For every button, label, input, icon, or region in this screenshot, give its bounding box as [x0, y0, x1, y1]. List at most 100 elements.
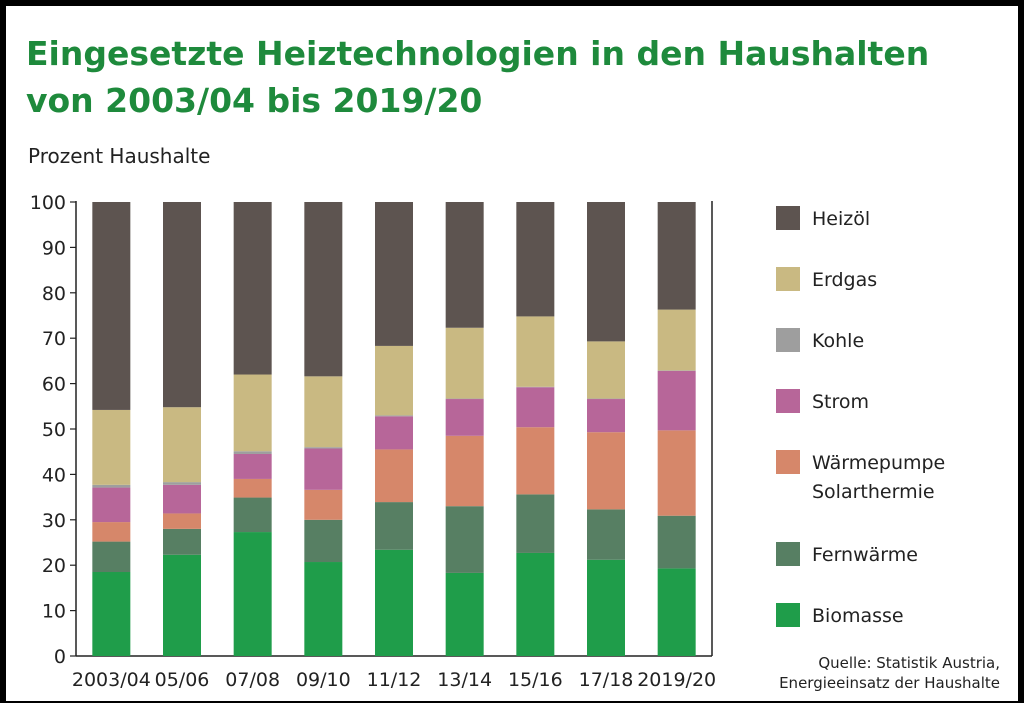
y-tick-label-80: 80 [42, 283, 66, 305]
bar-strom-11-12 [375, 416, 413, 450]
y-tick-label-100: 100 [30, 192, 66, 214]
bar-wärmepumpe-solarthermie-15-16 [516, 427, 555, 495]
bar-heizöl-09-10 [304, 202, 343, 377]
bar-kohle-07-08 [233, 451, 272, 454]
bar-fernwärme-05-06 [163, 528, 201, 555]
legend-label-biomasse: Biomasse [812, 605, 904, 627]
legend-swatch-erdgas [776, 267, 800, 291]
chart-title-line-1: Eingesetzte Heiztechnologien in den Haus… [26, 34, 930, 73]
y-tick-label-40: 40 [42, 464, 66, 486]
legend-label-fernwärme: Fernwärme [812, 544, 918, 566]
bar-biomasse-07-08 [233, 532, 272, 656]
bar-fernwärme-17-18 [587, 509, 625, 560]
bar-strom-17-18 [587, 399, 625, 433]
bar-biomasse-05-06 [163, 554, 201, 656]
bar-fernwärme-15-16 [516, 494, 555, 553]
bar-heizöl-07-08 [233, 202, 272, 375]
y-tick-label-30: 30 [42, 510, 66, 532]
bar-kohle-2003-04 [92, 484, 131, 488]
bar-fernwärme-11-12 [375, 502, 413, 550]
bar-strom-05-06 [163, 484, 201, 514]
x-tick-label-05-06: 05/06 [155, 669, 210, 691]
legend-swatch-fernwärme [776, 542, 800, 566]
bar-strom-15-16 [516, 387, 555, 428]
bar-biomasse-13-14 [445, 572, 484, 656]
bar-erdgas-13-14 [445, 327, 484, 399]
legend-label-solarthermie: Solarthermie [812, 481, 935, 503]
x-tick-label-07-08: 07/08 [225, 669, 280, 691]
y-tick-label-60: 60 [42, 374, 66, 396]
bar-wärmepumpe-solarthermie-13-14 [445, 435, 484, 507]
bar-wärmepumpe-solarthermie-07-08 [233, 478, 272, 498]
y-tick-label-90: 90 [42, 237, 66, 259]
bar-heizöl-11-12 [375, 202, 413, 346]
y-tick-label-70: 70 [42, 328, 66, 350]
legend-label-heizöl: Heizöl [812, 208, 870, 230]
y-tick-label-0: 0 [54, 646, 66, 668]
bar-biomasse-15-16 [516, 552, 555, 656]
bar-biomasse-09-10 [304, 562, 343, 656]
bar-strom-13-14 [445, 399, 484, 436]
y-tick-label-50: 50 [42, 419, 66, 441]
bar-heizöl-15-16 [516, 202, 555, 317]
bar-kohle-09-10 [304, 447, 343, 449]
legend-swatch-wärmepumpe-solarthermie [776, 450, 800, 474]
y-axis-unit-label: Prozent Haushalte [28, 144, 211, 168]
bar-biomasse-2019-20 [657, 568, 696, 656]
bar-strom-07-08 [233, 453, 272, 479]
source-note: Quelle: Statistik Austria, Energieeinsat… [779, 653, 1000, 693]
x-tick-label-2019-20: 2019/20 [637, 669, 716, 691]
bar-strom-2003-04 [92, 487, 131, 523]
bar-heizöl-17-18 [587, 202, 625, 342]
bar-fernwärme-2019-20 [657, 515, 696, 569]
bar-strom-09-10 [304, 448, 343, 490]
x-tick-label-17-18: 17/18 [579, 669, 634, 691]
chart-frame: Eingesetzte Heiztechnologien in den Haus… [4, 4, 1020, 703]
bar-kohle-11-12 [375, 415, 413, 417]
bar-strom-2019-20 [657, 370, 696, 431]
legend-label-strom: Strom [812, 391, 869, 413]
bar-erdgas-2019-20 [657, 309, 696, 371]
legend-label-kohle: Kohle [812, 330, 864, 352]
bar-erdgas-07-08 [233, 374, 272, 452]
legend-swatch-heizöl [776, 206, 800, 230]
chart-title: Eingesetzte Heiztechnologien in den Haus… [26, 30, 929, 124]
bar-heizöl-2019-20 [657, 202, 696, 310]
source-line-2: Energieeinsatz der Haushalte [779, 674, 1000, 692]
bar-fernwärme-2003-04 [92, 541, 131, 573]
bar-kohle-05-06 [163, 482, 201, 485]
bar-biomasse-17-18 [587, 559, 625, 656]
bar-heizöl-13-14 [445, 202, 484, 328]
legend-swatch-strom [776, 389, 800, 413]
chart-title-line-2: von 2003/04 bis 2019/20 [26, 81, 483, 120]
bar-wärmepumpe-solarthermie-09-10 [304, 489, 343, 520]
stacked-bar-chart: 0 10 20 30 40 50 60 70 80 90 100 2003/04 05/06 07/08 0… [30, 192, 946, 691]
bar-erdgas-2003-04 [92, 409, 131, 485]
bar-erdgas-15-16 [516, 316, 555, 387]
x-tick-label-15-16: 15/16 [508, 669, 563, 691]
bar-heizöl-2003-04 [92, 202, 131, 410]
x-tick-label-11-12: 11/12 [367, 669, 422, 691]
y-tick-label-10: 10 [42, 601, 66, 623]
bar-wärmepumpe-solarthermie-2019-20 [657, 430, 696, 516]
bar-erdgas-09-10 [304, 376, 343, 448]
bar-heizöl-05-06 [163, 202, 201, 408]
bar-wärmepumpe-solarthermie-17-18 [587, 432, 625, 510]
bar-erdgas-11-12 [375, 345, 413, 416]
bar-erdgas-17-18 [587, 341, 625, 399]
legend-label-wärmepumpe: Wärmepumpe [812, 452, 945, 474]
legend-swatch-kohle [776, 328, 800, 352]
y-tick-label-20: 20 [42, 555, 66, 577]
bar-erdgas-05-06 [163, 407, 201, 483]
x-tick-label-2003-04: 2003/04 [72, 669, 151, 691]
bar-biomasse-2003-04 [92, 572, 131, 656]
bar-fernwärme-09-10 [304, 519, 343, 563]
bar-fernwärme-07-08 [233, 497, 272, 533]
bar-biomasse-11-12 [375, 549, 413, 656]
x-tick-label-13-14: 13/14 [437, 669, 492, 691]
bar-fernwärme-13-14 [445, 506, 484, 573]
bar-wärmepumpe-solarthermie-05-06 [163, 513, 201, 529]
legend-label-erdgas: Erdgas [812, 269, 877, 291]
bar-wärmepumpe-solarthermie-2003-04 [92, 522, 131, 542]
bar-wärmepumpe-solarthermie-11-12 [375, 449, 413, 503]
